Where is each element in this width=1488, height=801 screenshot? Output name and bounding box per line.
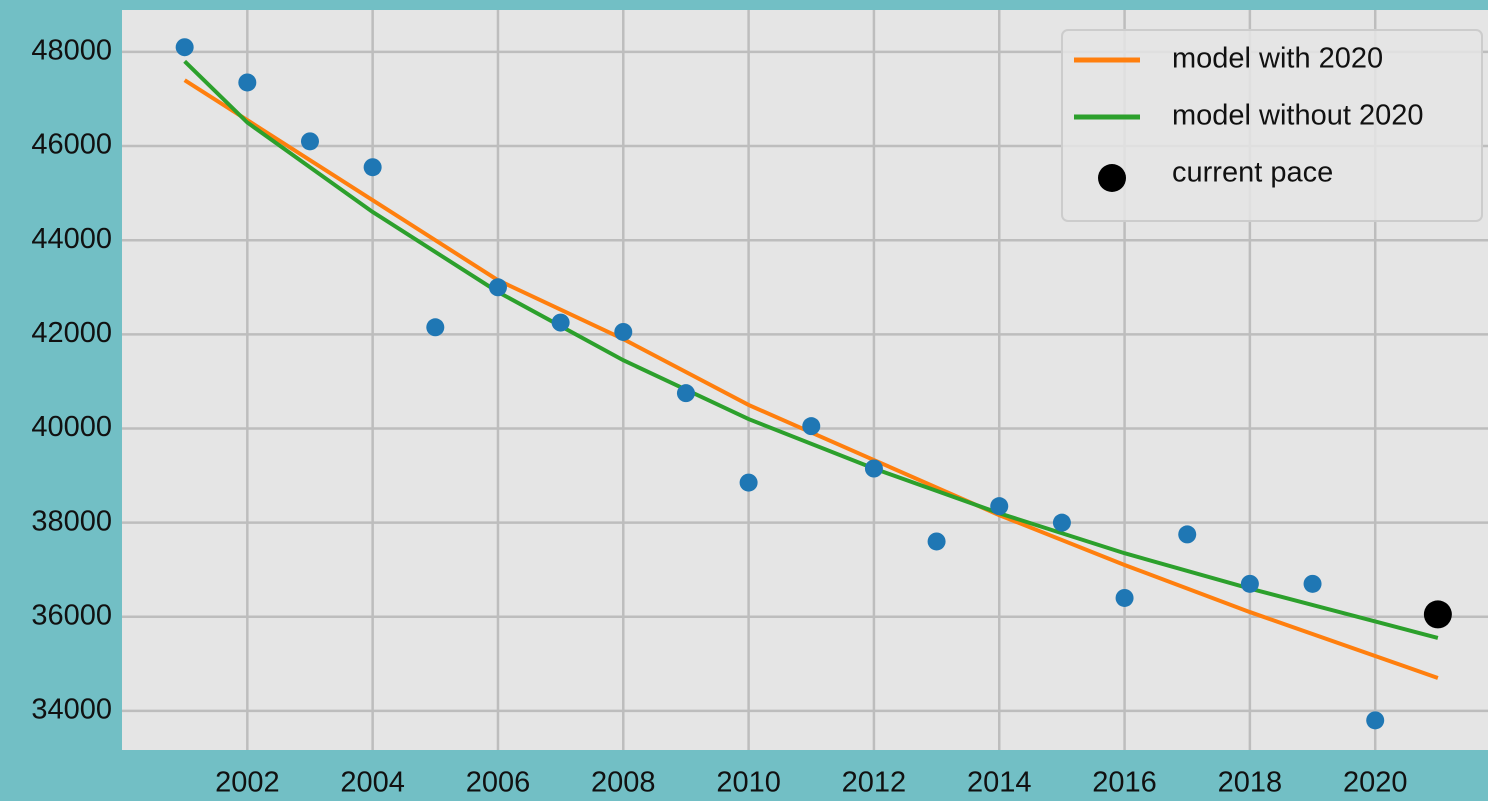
data-point (802, 417, 821, 436)
y-tick-label: 36000 (31, 599, 112, 631)
y-tick-label: 46000 (31, 129, 112, 161)
legend: model with 2020 model without 2020 current… (1061, 29, 1483, 222)
legend-label: model with 2020 (1172, 43, 1383, 75)
x-tick-label: 2012 (842, 767, 907, 799)
data-point (1423, 600, 1452, 629)
legend-marker (1098, 164, 1126, 192)
x-tick-label: 2014 (967, 767, 1032, 799)
data-point (300, 132, 319, 151)
y-tick-label: 44000 (31, 223, 112, 255)
y-tick-label: 38000 (31, 505, 112, 537)
data-point (426, 318, 445, 337)
x-tick-label: 2002 (215, 767, 280, 799)
legend-box (1061, 29, 1483, 222)
legend-label: current pace (1172, 157, 1333, 189)
data-point (238, 73, 257, 92)
model-line (183, 59, 1439, 640)
y-tick-label: 48000 (31, 35, 112, 67)
data-point (864, 459, 883, 478)
y-tick-label: 34000 (31, 694, 112, 726)
data-point (614, 322, 633, 341)
data-point (1366, 711, 1385, 730)
x-tick-label: 2004 (340, 767, 405, 799)
data-point (990, 497, 1009, 516)
data-point (927, 532, 946, 551)
y-tick-label: 42000 (31, 317, 112, 349)
data-point (1303, 574, 1322, 593)
data-point (551, 313, 570, 332)
x-tick-label: 2010 (716, 767, 781, 799)
x-tick-label: 2016 (1092, 767, 1157, 799)
y-tick-label: 40000 (31, 411, 112, 443)
x-tick-label: 2020 (1343, 767, 1408, 799)
x-tick-label: 2008 (591, 767, 656, 799)
data-point (1115, 588, 1134, 607)
data-point (175, 38, 194, 57)
data-point (363, 158, 382, 177)
x-tick-label: 2006 (466, 767, 531, 799)
data-point (739, 473, 758, 492)
legend-label: model without 2020 (1172, 100, 1424, 132)
data-point (676, 384, 695, 403)
data-point (1052, 513, 1071, 532)
data-point (488, 278, 507, 297)
data-point (1178, 525, 1197, 544)
data-point (1240, 574, 1259, 593)
x-tick-label: 2018 (1218, 767, 1283, 799)
